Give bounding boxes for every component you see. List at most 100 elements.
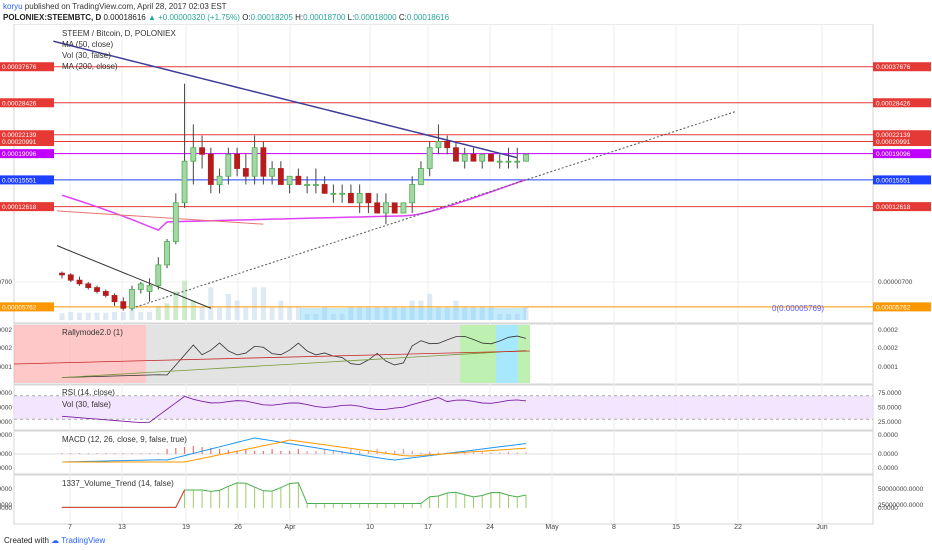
candle[interactable] — [216, 175, 223, 185]
candle[interactable] — [94, 287, 100, 292]
candle[interactable] — [321, 184, 328, 194]
candle[interactable] — [146, 285, 153, 292]
vtrend-tick-left: 25000000.0000 — [0, 502, 12, 509]
candle[interactable] — [190, 147, 197, 162]
candle[interactable] — [59, 272, 65, 276]
volume-bar — [173, 291, 179, 320]
level-tag-left — [0, 98, 54, 108]
candle[interactable] — [120, 301, 127, 309]
candle[interactable] — [199, 147, 205, 155]
author-link[interactable]: koryu — [3, 2, 23, 11]
tradingview-link[interactable]: TradingView — [61, 536, 106, 545]
candle[interactable] — [453, 147, 459, 162]
candle[interactable] — [488, 153, 494, 162]
level-tag-left-text: 0.00022139 — [2, 132, 37, 139]
vtrend-red-line — [62, 489, 186, 508]
candle[interactable] — [286, 175, 293, 185]
volume-highlight — [300, 308, 526, 320]
candle[interactable] — [312, 184, 319, 186]
level-tag-left-text: 0.00028426 — [2, 100, 37, 107]
candle[interactable] — [207, 153, 214, 185]
candle[interactable] — [479, 153, 486, 162]
candle[interactable] — [426, 147, 433, 169]
candle[interactable] — [356, 192, 363, 204]
candle[interactable] — [67, 274, 74, 281]
candle[interactable] — [102, 291, 109, 296]
candle[interactable] — [461, 153, 468, 162]
macd-tick-right: 0.0000 — [878, 465, 898, 472]
volume-bar — [435, 307, 441, 320]
candle[interactable] — [251, 147, 258, 177]
candle[interactable] — [505, 160, 512, 163]
candle[interactable] — [409, 184, 416, 204]
low-label: L: — [347, 13, 355, 22]
chart-canvas[interactable]: 0.00037676 0.00037676 0.00028426 0.00028426… — [0, 24, 932, 532]
candle[interactable] — [339, 192, 346, 195]
rally-tick-left: 0.0002 — [0, 345, 12, 352]
level-tag-right — [873, 302, 931, 312]
candle[interactable] — [234, 153, 240, 169]
rsi-tick-right: 25.0000 — [878, 419, 902, 426]
volume-bar — [365, 307, 371, 320]
candle[interactable] — [514, 160, 521, 163]
macd-tick-left: 0.0000 — [0, 451, 12, 458]
close-label: C: — [398, 13, 407, 22]
volume-bar — [138, 312, 144, 320]
volume-bar — [190, 300, 196, 320]
candle[interactable] — [260, 147, 267, 177]
candle[interactable] — [181, 160, 188, 204]
x-tick-label: 24 — [486, 524, 494, 531]
candle[interactable] — [304, 184, 311, 186]
level-tag-left — [0, 137, 54, 147]
macd-tick-right: 0.0000 — [878, 432, 898, 439]
candle[interactable] — [496, 160, 503, 163]
candle[interactable] — [242, 168, 249, 177]
candle[interactable] — [348, 192, 354, 204]
candle[interactable] — [374, 202, 381, 214]
candle[interactable] — [383, 202, 389, 214]
legend-ma200: MA (200, close) — [62, 62, 118, 71]
level-tag-right-text: 0.00028426 — [876, 100, 911, 107]
candle[interactable] — [85, 283, 92, 288]
candle[interactable] — [137, 283, 144, 290]
candle[interactable] — [269, 168, 276, 177]
candle[interactable] — [365, 192, 372, 204]
rally-red-zone — [14, 325, 146, 383]
candle[interactable] — [391, 202, 398, 214]
volume-bar — [155, 306, 161, 320]
rsi-tick-right: 50.0000 — [878, 405, 902, 412]
volume-bar — [514, 314, 520, 320]
candle[interactable] — [444, 141, 451, 149]
level-tag-right — [873, 137, 931, 147]
vtrend-tick-right: 25000000.0000 — [878, 502, 924, 509]
candle[interactable] — [129, 289, 135, 309]
main-price-pane[interactable]: 0.00037676 0.00037676 0.00028426 0.00028426… — [0, 40, 931, 320]
x-tick-label: 19 — [182, 524, 190, 531]
pane-frame-4 — [13, 474, 874, 525]
level-tag-right-text: 0.00019096 — [876, 151, 911, 158]
volume-bar — [418, 300, 424, 320]
candle[interactable] — [164, 241, 170, 266]
level-tag-right — [873, 98, 931, 108]
rally-line — [61, 335, 527, 378]
candle[interactable] — [295, 175, 302, 185]
candle[interactable] — [330, 192, 337, 195]
candle[interactable] — [76, 279, 83, 285]
x-tick-label: Jun — [816, 524, 827, 531]
candle[interactable] — [418, 168, 424, 185]
symbol-label[interactable]: POLONIEX:STEEMBTC, D — [3, 13, 102, 22]
candle[interactable] — [225, 153, 232, 177]
volume-bar — [400, 307, 406, 320]
candle[interactable] — [155, 264, 162, 287]
low-value: 0.00018000 — [354, 13, 397, 22]
candle[interactable] — [523, 153, 529, 162]
candle[interactable] — [172, 202, 179, 242]
candle[interactable] — [435, 141, 442, 149]
candle[interactable] — [400, 202, 407, 214]
volume-bar — [523, 307, 529, 320]
volume-bar — [453, 300, 459, 320]
level-tag-right-text: 0.00012618 — [876, 204, 911, 211]
candle[interactable] — [470, 153, 477, 162]
candle[interactable] — [277, 168, 284, 185]
candle[interactable] — [111, 295, 118, 303]
